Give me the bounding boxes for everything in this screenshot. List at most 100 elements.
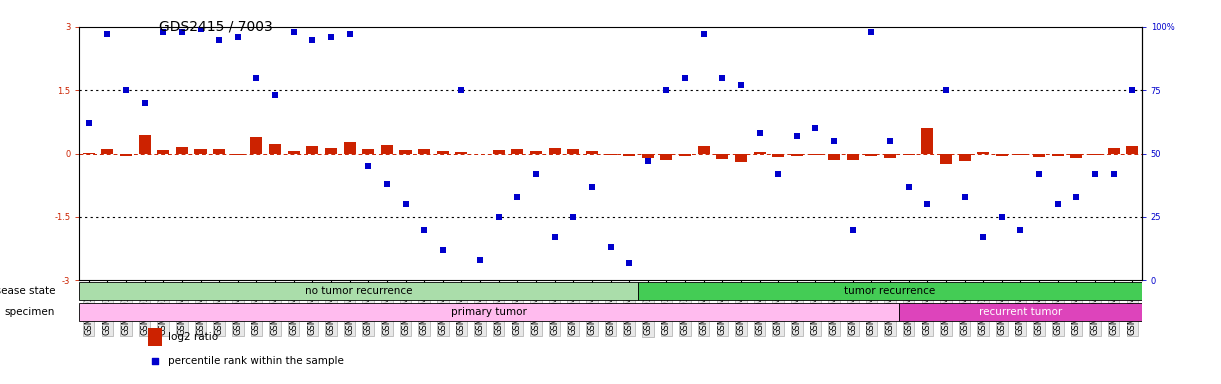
Point bbox=[639, 158, 658, 164]
Bar bbox=[679, 154, 691, 156]
Point bbox=[228, 34, 248, 40]
Point bbox=[339, 31, 359, 38]
Point bbox=[694, 31, 713, 38]
Bar bbox=[828, 154, 840, 159]
Bar bbox=[530, 151, 542, 154]
Point bbox=[154, 29, 173, 35]
Point bbox=[526, 171, 546, 177]
Bar bbox=[846, 154, 858, 161]
Point bbox=[1122, 87, 1142, 93]
Bar bbox=[977, 152, 989, 154]
Bar bbox=[176, 147, 188, 154]
Bar bbox=[83, 153, 95, 154]
Point bbox=[1085, 171, 1105, 177]
Bar bbox=[791, 154, 803, 156]
Bar bbox=[343, 142, 355, 154]
Point bbox=[917, 201, 937, 207]
Point bbox=[806, 125, 825, 131]
Point bbox=[377, 181, 397, 187]
Point bbox=[1011, 227, 1031, 233]
Bar bbox=[958, 154, 971, 161]
Point bbox=[172, 29, 192, 35]
Point bbox=[675, 74, 695, 81]
Point bbox=[145, 358, 165, 364]
Bar bbox=[661, 154, 673, 159]
Text: disease state: disease state bbox=[0, 286, 55, 296]
Bar bbox=[1051, 154, 1063, 156]
Point bbox=[657, 87, 676, 93]
Bar bbox=[642, 154, 653, 158]
Point bbox=[396, 201, 415, 207]
Bar bbox=[149, 328, 162, 346]
Bar bbox=[250, 137, 263, 154]
Bar bbox=[288, 151, 299, 154]
Bar bbox=[418, 149, 430, 154]
Bar bbox=[1071, 154, 1083, 158]
Point bbox=[768, 171, 788, 177]
Point bbox=[247, 74, 266, 81]
Point bbox=[563, 214, 582, 220]
Bar bbox=[586, 151, 598, 154]
Bar bbox=[269, 144, 281, 154]
Point bbox=[955, 194, 974, 200]
Bar bbox=[194, 149, 206, 154]
Bar bbox=[455, 152, 468, 154]
Point bbox=[359, 163, 379, 169]
Bar bbox=[232, 154, 244, 155]
Point bbox=[582, 184, 602, 190]
Point bbox=[508, 194, 527, 200]
Text: recurrent tumor: recurrent tumor bbox=[979, 307, 1062, 317]
Point bbox=[899, 184, 918, 190]
Point bbox=[488, 214, 508, 220]
Point bbox=[433, 247, 453, 253]
Bar bbox=[810, 154, 822, 155]
Bar bbox=[623, 154, 635, 156]
Point bbox=[321, 34, 341, 40]
Point bbox=[1104, 171, 1123, 177]
Bar bbox=[138, 135, 150, 154]
Point bbox=[470, 257, 490, 263]
Point bbox=[190, 26, 210, 33]
Bar bbox=[79, 303, 900, 321]
Bar bbox=[772, 154, 784, 157]
Point bbox=[862, 29, 882, 35]
Point bbox=[601, 244, 620, 250]
Bar bbox=[604, 154, 617, 155]
Text: specimen: specimen bbox=[5, 307, 55, 317]
Bar bbox=[717, 154, 729, 159]
Bar bbox=[363, 149, 375, 154]
Point bbox=[788, 133, 807, 139]
Point bbox=[937, 87, 956, 93]
Bar bbox=[214, 149, 225, 154]
Point bbox=[731, 82, 751, 88]
Point bbox=[414, 227, 433, 233]
Bar bbox=[697, 146, 709, 154]
Bar bbox=[940, 154, 952, 164]
Point bbox=[134, 100, 154, 106]
Bar bbox=[900, 303, 1142, 321]
Bar bbox=[1033, 154, 1045, 157]
Point bbox=[713, 74, 733, 81]
Bar bbox=[120, 154, 132, 156]
Bar bbox=[866, 154, 878, 156]
Point bbox=[880, 138, 900, 144]
Bar bbox=[1015, 154, 1027, 155]
Point bbox=[1048, 201, 1067, 207]
Point bbox=[993, 214, 1012, 220]
Point bbox=[842, 227, 862, 233]
Bar bbox=[735, 154, 747, 162]
Bar bbox=[381, 145, 393, 154]
Bar bbox=[437, 151, 449, 154]
Point bbox=[824, 138, 844, 144]
Bar bbox=[1089, 154, 1101, 155]
Bar bbox=[492, 150, 504, 154]
Bar bbox=[884, 154, 896, 158]
Bar bbox=[1126, 146, 1138, 154]
Bar bbox=[325, 148, 337, 154]
Point bbox=[973, 234, 993, 240]
Point bbox=[79, 120, 99, 126]
Bar bbox=[753, 152, 766, 154]
Bar bbox=[79, 282, 639, 300]
Bar bbox=[922, 128, 933, 154]
Bar bbox=[399, 150, 411, 154]
